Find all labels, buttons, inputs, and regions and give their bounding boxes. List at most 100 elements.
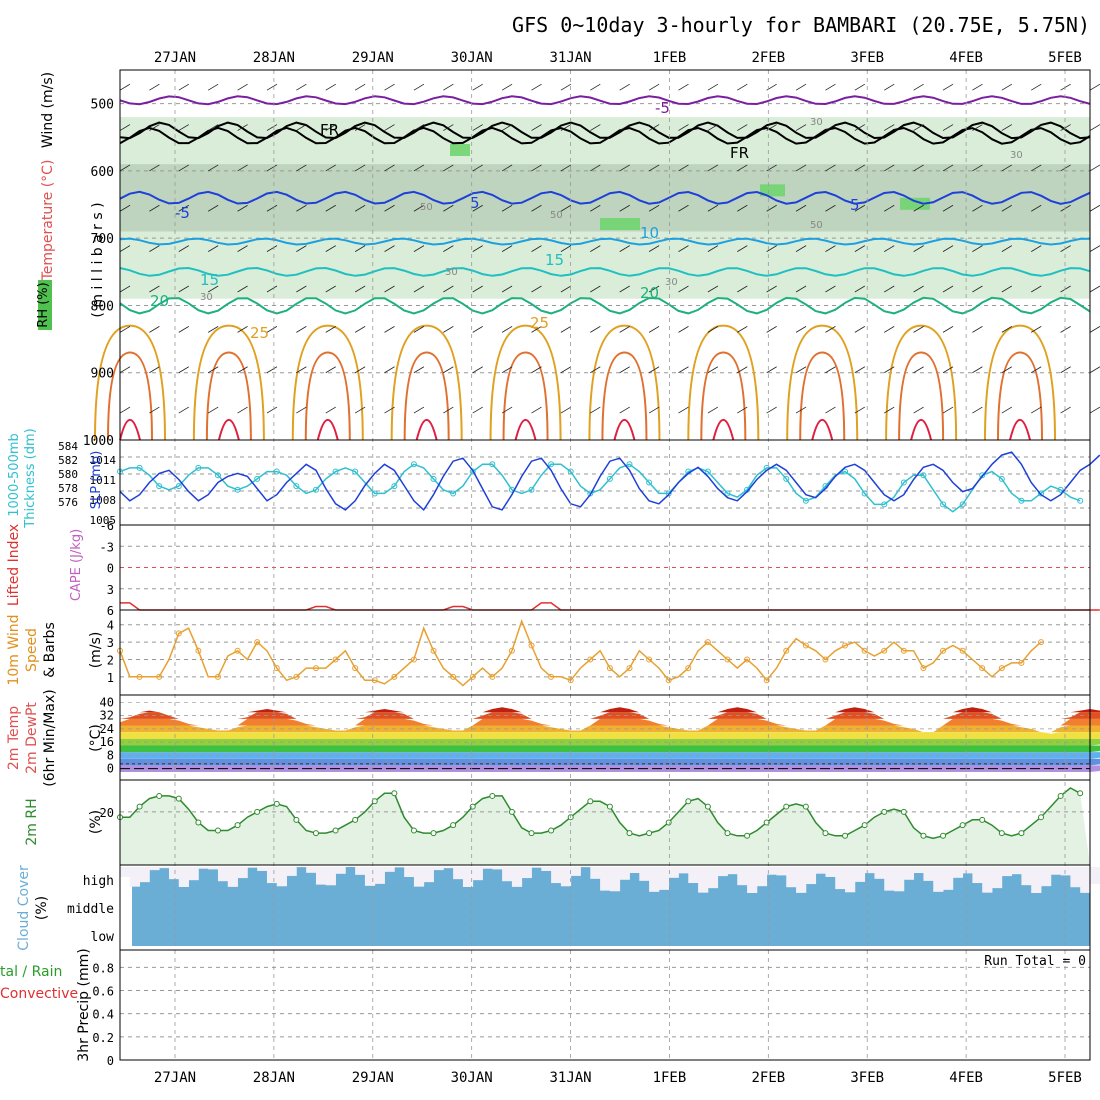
rh-marker	[450, 822, 457, 829]
wind-barb	[825, 326, 836, 333]
wind-barb	[648, 245, 660, 252]
series-marker	[273, 665, 280, 672]
wind-barb	[913, 124, 924, 131]
wind-barb	[825, 245, 836, 252]
wind-barb	[413, 83, 425, 91]
wind-barb	[119, 124, 131, 131]
contour-label: 20	[640, 284, 659, 302]
wind-barb	[854, 326, 866, 333]
wind-barb	[560, 204, 572, 212]
date-label-top: 29JAN	[352, 50, 394, 66]
series-marker	[293, 673, 300, 680]
series-marker	[214, 673, 221, 680]
wind-barb	[766, 245, 777, 252]
cloud-gap	[511, 867, 523, 887]
wind-barb	[531, 366, 542, 374]
wind-barb	[942, 124, 954, 131]
series-marker	[1038, 639, 1045, 646]
wind-barb	[354, 326, 366, 333]
wind-barb	[178, 406, 189, 414]
ytick-temp: 24	[100, 722, 114, 736]
wind-barb	[795, 124, 807, 131]
wind-barb	[266, 124, 278, 131]
wind-barb	[207, 245, 219, 252]
series-marker	[704, 468, 711, 475]
wind-barb	[1089, 164, 1100, 172]
cloud-gap	[443, 867, 454, 869]
series-marker	[900, 479, 907, 486]
series-marker	[842, 468, 849, 475]
cloud-gap	[972, 867, 983, 884]
cloud-gap	[903, 867, 915, 880]
wind-barb	[1001, 83, 1013, 91]
wind-barb	[590, 83, 601, 91]
cloud-gap	[913, 867, 924, 874]
cloud-gap	[404, 867, 415, 878]
wind-barb	[825, 285, 836, 293]
wind-barb	[531, 83, 542, 91]
contour-label: 50	[810, 220, 823, 231]
wind-barb	[1001, 124, 1013, 131]
wind-barb	[737, 83, 748, 91]
axis-title-2m-temp: 2m Temp	[6, 706, 22, 770]
cloud-gap	[854, 867, 866, 882]
wind-barb	[1089, 406, 1100, 414]
ytick-wind: 1	[107, 671, 114, 685]
wind-barb	[560, 366, 572, 374]
ytick-rh: 20	[100, 806, 114, 820]
wind-barb	[913, 245, 924, 252]
wind-barb	[1089, 204, 1100, 212]
series-marker	[783, 475, 790, 482]
series-marker	[685, 665, 692, 672]
series-marker	[665, 490, 672, 497]
ytick-wind: 4	[107, 619, 114, 633]
axis-title-cloud: Cloud Cover	[16, 865, 32, 951]
contour-25	[786, 324, 859, 441]
wind-barb	[1001, 366, 1013, 374]
contour-35	[811, 418, 834, 441]
series-marker	[489, 673, 496, 680]
wind-barb	[913, 83, 924, 91]
wind-barb	[149, 285, 160, 293]
wind-barb	[884, 245, 895, 252]
wind-barb	[972, 366, 983, 374]
wind-barb	[296, 326, 307, 333]
series-marker	[1038, 490, 1045, 497]
date-label-bottom: 27JAN	[154, 1070, 196, 1086]
wind-barb	[1089, 245, 1100, 252]
wind-barb	[178, 204, 189, 212]
cloud-gap	[433, 867, 444, 871]
wind-barb	[619, 326, 630, 333]
wind-barb	[972, 124, 983, 131]
wind-barb	[942, 406, 954, 414]
wind-barb	[707, 406, 719, 414]
axis-title-minmax: (6hr Min/Max)	[42, 689, 58, 786]
wind-barb	[766, 326, 777, 333]
wind-barb	[325, 83, 336, 91]
wind-barb	[648, 285, 660, 293]
cloud-gap	[717, 867, 728, 877]
rh-high-patch	[760, 184, 785, 197]
wind-barb	[443, 326, 454, 333]
series-marker	[646, 656, 653, 663]
wind-barb	[766, 406, 777, 414]
contour-label: FR	[320, 121, 339, 139]
wind-barb	[884, 204, 895, 212]
rh-marker	[998, 830, 1005, 837]
rh-marker	[508, 808, 515, 815]
wind-barb	[296, 406, 307, 414]
wind-barb	[1001, 285, 1013, 293]
series-marker	[234, 486, 241, 493]
wind-barb	[707, 366, 719, 374]
wind-barb	[854, 406, 866, 414]
series-marker	[195, 464, 202, 471]
cloud-gap	[247, 867, 258, 868]
contour-25	[291, 324, 364, 441]
wind-barb	[384, 124, 395, 131]
cloud-gap	[355, 867, 366, 875]
series-marker	[802, 497, 809, 504]
wind-barb	[266, 164, 278, 172]
cloud-gap	[521, 867, 532, 879]
wind-barb	[178, 83, 189, 91]
